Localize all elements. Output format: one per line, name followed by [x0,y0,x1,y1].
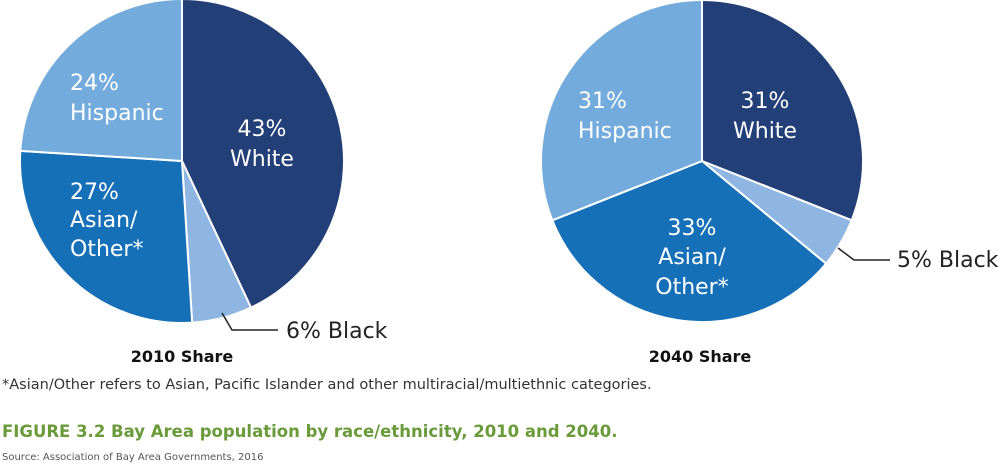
label-2040-hispanic-pct: 31% [578,89,627,114]
pie-slice-2040-white [701,0,864,222]
pie-slice-2010-asian [19,149,194,324]
label-2040-asian-name: Asian/ [658,245,726,270]
label-2040-white-name: White [733,119,797,144]
leader-line-2040-black [837,247,890,261]
pie-chart-2040 [540,0,864,323]
pie-title-2010: 2010 Share [131,347,234,366]
label-2010-asian-name: Asian/ [70,208,138,233]
label-2010-black: 6% Black [286,319,388,344]
footnote: *Asian/Other refers to Asian, Pacific Is… [2,377,652,393]
pie-slice-2040-asian [551,160,828,323]
label-2040-white-pct: 31% [741,89,790,114]
pie-charts: 43% White 27% Asian/ Other* 24% Hispanic… [19,0,999,366]
label-2040-asian-other: Other* [655,275,728,300]
label-2010-hispanic-name: Hispanic [70,101,164,126]
figure-caption: FIGURE 3.2 Bay Area population by race/e… [2,422,618,441]
label-2040-asian-pct: 33% [668,216,717,241]
label-2010-asian-pct: 27% [70,180,119,205]
pie-slice-2040-hispanic [540,0,703,222]
pie-slice-2010-hispanic [19,0,183,162]
label-2010-white-pct: 43% [238,117,287,142]
label-2010-hispanic-pct: 24% [70,71,119,96]
label-2040-hispanic-name: Hispanic [578,119,672,144]
pie-slice-2010-white [181,0,345,309]
pie-chart-2010 [19,0,345,324]
leader-line-2010-black [221,312,278,331]
label-2010-white-name: White [230,147,294,172]
source-note: Source: Association of Bay Area Governme… [2,452,264,463]
label-2010-asian-other: Other* [70,237,143,262]
pie-title-2040: 2040 Share [649,347,752,366]
label-2040-black: 5% Black [897,248,999,273]
